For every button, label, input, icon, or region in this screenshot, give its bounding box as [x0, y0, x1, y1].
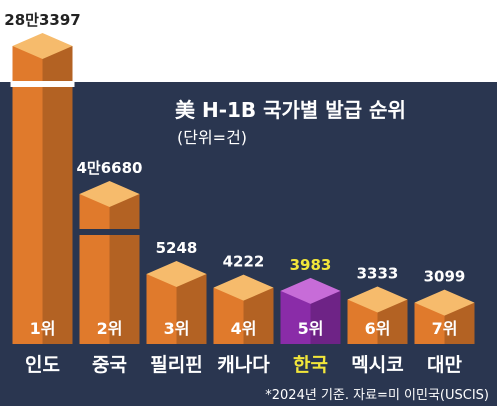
rank-label: 3위 — [164, 319, 190, 338]
bar-top — [414, 289, 475, 316]
category-label: 멕시코 — [351, 354, 403, 376]
chart-title: 美 H-1B 국가별 발급 순위 — [175, 98, 406, 122]
rank-label: 4위 — [231, 319, 257, 338]
bar-top — [347, 286, 408, 313]
bar-top — [280, 277, 341, 304]
bar-top — [79, 181, 140, 207]
bar-side — [176, 274, 207, 344]
value-label: 3099 — [424, 268, 466, 286]
rank-label: 2위 — [97, 319, 123, 338]
category-label: 필리핀 — [150, 354, 202, 376]
source-note: *2024년 기준. 자료=미 이민국(USCIS) — [265, 388, 489, 403]
value-label: 5248 — [156, 239, 198, 257]
category-label: 캐나다 — [217, 354, 270, 376]
bar-side — [109, 194, 140, 344]
axis-break — [77, 229, 142, 235]
bar-top — [146, 261, 207, 287]
rank-label: 5위 — [298, 319, 324, 338]
value-label: 3333 — [357, 265, 399, 283]
bar-top — [12, 33, 73, 59]
chart-unit: (단위=건) — [177, 128, 248, 147]
value-label: 28만3397 — [4, 11, 80, 29]
value-label: 4만6680 — [77, 159, 143, 177]
category-label: 중국 — [92, 354, 127, 376]
rank-label: 7위 — [432, 319, 458, 338]
value-label: 3983 — [290, 256, 332, 274]
category-label: 대만 — [427, 354, 462, 376]
category-label: 인도 — [25, 354, 60, 376]
bar-top — [213, 274, 274, 301]
axis-break — [10, 81, 75, 87]
rank-label: 6위 — [365, 319, 391, 338]
rank-label: 1위 — [30, 319, 56, 338]
bar-side — [42, 46, 73, 344]
value-label: 4222 — [223, 253, 265, 271]
category-label: 한국 — [293, 354, 328, 376]
